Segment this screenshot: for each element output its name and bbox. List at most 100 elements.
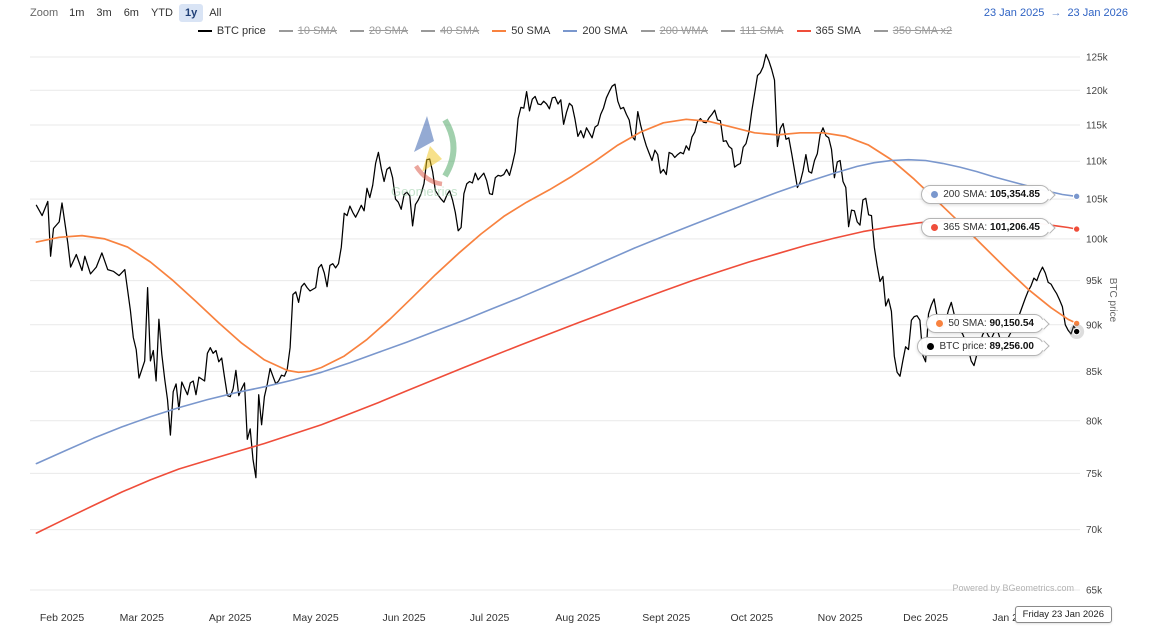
legend-item-btc-price[interactable]: BTC price — [197, 25, 266, 37]
legend-item-10-sma[interactable]: 10 SMA — [278, 25, 337, 37]
zoom-button-all[interactable]: All — [203, 4, 227, 22]
y-tick-label: 85k — [1086, 367, 1103, 378]
zoom-label: Zoom — [30, 6, 59, 19]
series-line-200-sma[interactable] — [35, 158, 1078, 465]
legend-line-swatch — [421, 30, 436, 32]
y-tick-label: 115k — [1086, 120, 1108, 131]
legend-line-swatch — [492, 30, 507, 32]
value-label-number: 101,206.45 — [989, 222, 1040, 234]
series-end-marker-365-sma — [1072, 225, 1081, 233]
legend-item-20-sma[interactable]: 20 SMA — [349, 25, 409, 37]
date-range-to[interactable]: 23 Jan 2026 — [1067, 6, 1128, 19]
date-range-arrow-icon: → — [1050, 6, 1062, 19]
legend-item-200-sma[interactable]: 200 SMA — [563, 25, 628, 37]
x-tick-label: Feb 2025 — [40, 612, 85, 624]
y-tick-label: 120k — [1086, 86, 1109, 97]
legend-line-swatch — [563, 30, 578, 32]
legend-item-365-sma[interactable]: 365 SMA — [796, 25, 861, 37]
legend-line-swatch — [197, 30, 212, 32]
x-tick-label: Jul 2025 — [470, 612, 510, 624]
y-tick-label: 70k — [1086, 525, 1103, 536]
legend-item-label: 350 SMA x2 — [892, 25, 953, 37]
legend-item-label: 10 SMA — [297, 25, 337, 37]
y-axis-labels: 65k 70k 75k 80k 85k 90k 95k 100k 105k 110k 115k 120… — [1086, 53, 1109, 597]
value-label-number: 90,150.54 — [989, 318, 1035, 330]
y-tick-label: 80k — [1086, 416, 1103, 427]
x-axis-labels: Feb 2025 Mar 2025 Apr 2025 May 2025 Jun 2025… — [40, 612, 1036, 624]
legend-item-label: 40 SMA — [440, 25, 480, 37]
x-tick-label: Aug 2025 — [555, 612, 600, 624]
zoom-button-3m[interactable]: 3m — [90, 4, 117, 22]
legend-line-swatch — [349, 30, 364, 32]
legend: BTC price 10 SMA 20 SMA 40 SMA 50 SMA 200 SMA… — [0, 25, 1150, 37]
y-tick-label: 75k — [1086, 469, 1103, 480]
zoom-button-1m[interactable]: 1m — [63, 4, 90, 22]
legend-item-50-sma[interactable]: 50 SMA — [492, 25, 550, 37]
value-label-200-sma: 200 SMA: 105,354.85 — [921, 185, 1050, 205]
x-tick-label: Sept 2025 — [642, 612, 690, 624]
zoom-controls: Zoom 1m 3m 6m YTD 1y All — [30, 3, 227, 22]
legend-line-swatch — [796, 30, 811, 32]
zoom-button-6m[interactable]: 6m — [118, 4, 145, 22]
y-tick-label: 90k — [1086, 320, 1103, 331]
zoom-button-1y[interactable]: 1y — [178, 4, 204, 22]
legend-item-label: 20 SMA — [368, 25, 409, 37]
legend-item-200-wma[interactable]: 200 WMA — [640, 25, 708, 37]
legend-line-swatch — [720, 30, 735, 32]
series-end-marker-50-sma — [1072, 319, 1081, 328]
series-end-marker-btc-price — [1072, 327, 1081, 336]
series-line-365-sma[interactable] — [35, 218, 1078, 534]
x-tick-label: May 2025 — [293, 612, 339, 624]
legend-item-40-sma[interactable]: 40 SMA — [421, 25, 479, 37]
y-tick-label: 95k — [1086, 276, 1103, 287]
value-label-text: 50 SMA: 90,150.54 — [948, 318, 1035, 330]
value-label-50-sma: 50 SMA: 90,150.54 — [926, 314, 1044, 334]
series-line-btc-price[interactable] — [35, 53, 1078, 479]
date-range: 23 Jan 2025 → 23 Jan 2026 — [984, 7, 1128, 19]
legend-item-label: 200 WMA — [659, 25, 708, 37]
series-end-marker-200-sma — [1072, 192, 1081, 201]
value-label-text: 365 SMA: 101,206.45 — [943, 222, 1040, 234]
powered-by-credit[interactable]: Powered by BGeometrics.com — [952, 583, 1074, 593]
x-tick-label: Mar 2025 — [120, 612, 165, 624]
y-tick-label: 105k — [1086, 195, 1109, 206]
y-tick-label: 110k — [1086, 157, 1108, 168]
legend-item-label: BTC price — [216, 25, 266, 37]
series-color-dot — [931, 224, 939, 232]
x-tick-label: Dec 2025 — [903, 612, 948, 624]
value-label-text: 200 SMA: 105,354.85 — [943, 189, 1040, 201]
legend-item-label: 50 SMA — [511, 25, 551, 37]
legend-line-swatch — [873, 30, 888, 32]
y-tick-label: 100k — [1086, 234, 1109, 245]
x-tick-label: Nov 2025 — [818, 612, 863, 624]
y-gridlines — [30, 56, 1080, 591]
value-label-btc-price: BTC price: 89,256.00 — [917, 336, 1044, 356]
series-color-dot — [931, 191, 939, 199]
x-tick-label: Oct 2025 — [730, 612, 773, 624]
legend-item-350-sma-x2[interactable]: 350 SMA x2 — [873, 25, 953, 37]
value-label-text: BTC price: 89,256.00 — [939, 340, 1035, 352]
series-color-dot — [936, 320, 944, 328]
toolbar: Zoom 1m 3m 6m YTD 1y All 23 Jan 2025 → 23 Jan… — [30, 3, 1128, 22]
x-tick-label: Apr 2025 — [209, 612, 252, 624]
legend-item-111-sma[interactable]: 111 SMA — [720, 25, 784, 37]
value-label-number: 89,256.00 — [989, 340, 1035, 352]
date-range-from[interactable]: 23 Jan 2025 — [983, 6, 1045, 19]
legend-line-swatch — [278, 30, 293, 32]
legend-item-label: 111 SMA — [739, 25, 784, 37]
legend-item-label: 365 SMA — [815, 25, 861, 37]
value-label-365-sma: 365 SMA: 101,206.45 — [921, 218, 1050, 238]
legend-item-label: 200 SMA — [582, 25, 628, 37]
value-label-number: 105,354.85 — [989, 189, 1040, 201]
y-tick-label: 65k — [1086, 586, 1103, 597]
legend-line-swatch — [640, 30, 655, 32]
crosshair-date-tooltip: Friday 23 Jan 2026 — [1014, 606, 1112, 623]
series-line-50-sma[interactable] — [35, 118, 1078, 374]
zoom-button-ytd[interactable]: YTD — [145, 4, 179, 22]
y-axis-title: BTC price — [1107, 278, 1118, 323]
y-tick-label: 125k — [1086, 53, 1109, 64]
x-tick-label: Jun 2025 — [382, 612, 425, 624]
